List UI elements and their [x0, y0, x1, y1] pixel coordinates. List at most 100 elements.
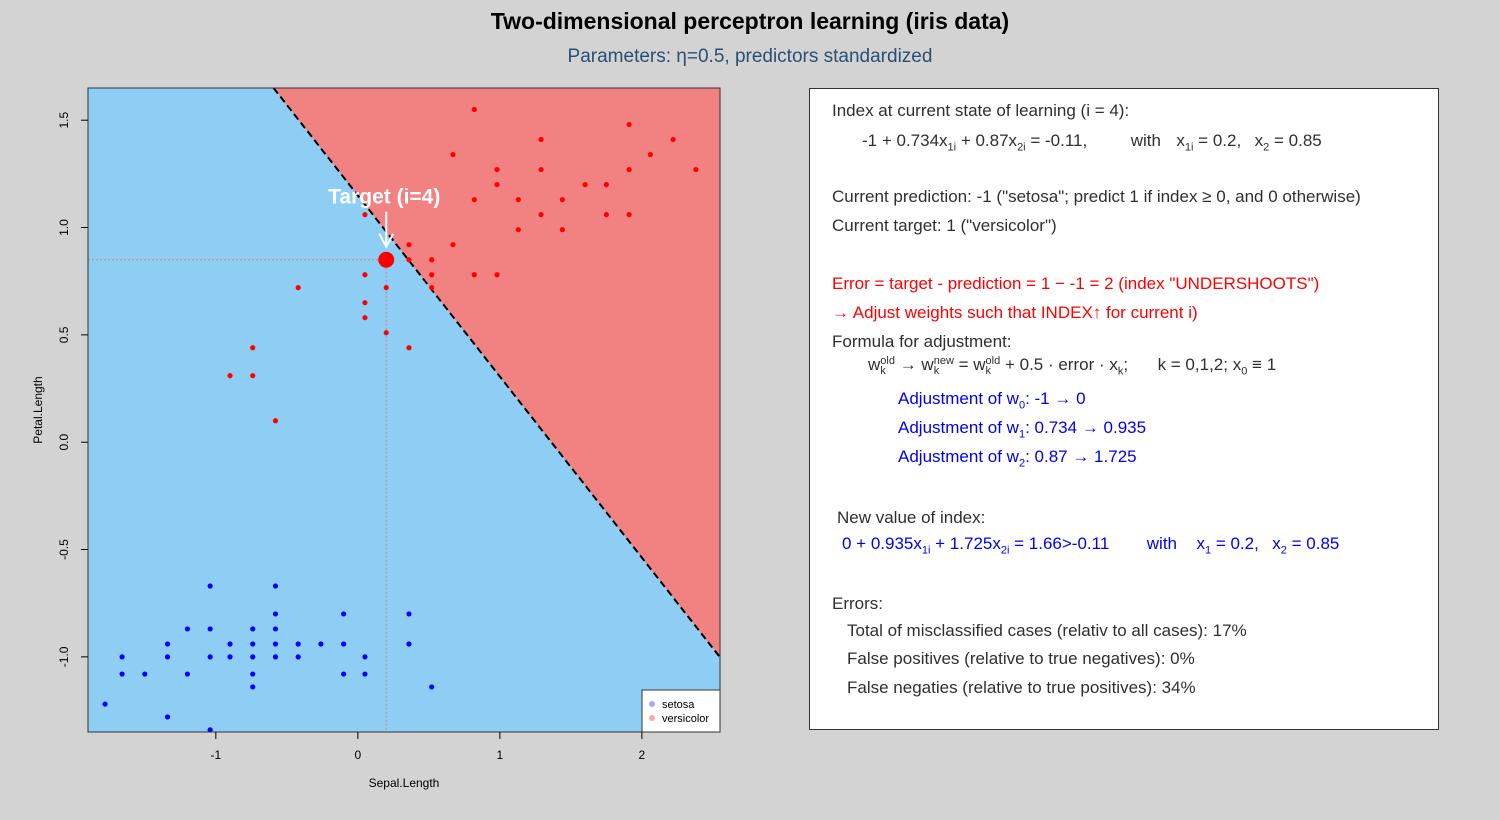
- versicolor-point-6: [362, 300, 368, 306]
- versicolor-point-28: [538, 166, 544, 173]
- versicolor-point-31: [559, 197, 565, 203]
- setosa-point-26: [295, 641, 301, 647]
- target-arrow-head: [378, 233, 395, 249]
- eq1-x2-val: = 0.85: [1269, 131, 1322, 150]
- setosa-point-30: [341, 611, 347, 617]
- setosa-point-22: [272, 626, 279, 632]
- adjustment-w2: Adjustment of w2: 0.87 → 1.725: [898, 447, 1137, 469]
- versicolor-point-25: [515, 227, 521, 233]
- setosa-point-6: [164, 654, 171, 660]
- setosa-point-29: [341, 641, 347, 647]
- formula-x0: ≡ 1: [1247, 355, 1277, 374]
- new-index-equation: 0 + 0.935x1i + 1.725x2i = 1.66>-0.11 wit…: [842, 534, 1339, 556]
- legend-setosa-marker: [649, 701, 655, 707]
- formula-arrow: →: [894, 355, 922, 374]
- legend-setosa-label: setosa: [662, 699, 695, 711]
- setosa-point-12: [207, 583, 213, 589]
- eq2-sub-2i: 2i: [1000, 544, 1010, 557]
- versicolor-point-34: [603, 182, 609, 188]
- y-tick-label-1: -0.5: [57, 539, 71, 560]
- adjustment-w1: Adjustment of w1: 0.734 → 0.935: [898, 418, 1146, 440]
- versicolor-point-37: [626, 121, 632, 128]
- y-tick-label-0: -1.0: [57, 646, 71, 667]
- setosa-point-2: [164, 714, 171, 720]
- eq1-x2: x: [1254, 131, 1264, 150]
- formula-k-range: k = 0,1,2; x: [1157, 355, 1242, 374]
- versicolor-point-32: [582, 182, 588, 188]
- versicolor-point-40: [693, 166, 699, 173]
- errors-heading: Errors:: [832, 594, 883, 613]
- eq2-part-a: 0 + 0.935x: [842, 534, 922, 553]
- y-axis-label: Petal.Length: [31, 376, 45, 443]
- versicolor-point-9: [383, 330, 389, 336]
- x-tick-label-2: 1: [497, 748, 504, 762]
- versicolor-point-38: [647, 151, 654, 158]
- eq1-x1: x: [1176, 131, 1185, 150]
- current-target: Current target: 1 ("versicolor"): [832, 216, 1057, 235]
- formula-sup-old: old: [880, 354, 895, 367]
- versicolor-point-16: [429, 257, 435, 263]
- setosa-point-3: [119, 671, 125, 677]
- x-axis-label: Sepal.Length: [369, 776, 440, 790]
- setosa-point-9: [184, 626, 191, 632]
- eq2-x2-val: = 0.85: [1286, 534, 1340, 553]
- y-tick-label-2: 0.0: [57, 434, 71, 451]
- versicolor-point-26: [515, 197, 521, 203]
- versicolor-point-7: [362, 272, 368, 278]
- eq1-x2-sub: 2: [1263, 141, 1270, 154]
- setosa-point-4: [119, 654, 125, 660]
- current-prediction: Current prediction: -1 ("setosa"; predic…: [832, 187, 1361, 206]
- versicolor-point-17: [450, 242, 456, 248]
- x-tick-label-3: 2: [639, 748, 646, 762]
- versicolor-point-27: [538, 212, 544, 218]
- formula-sub-k1: k: [880, 364, 886, 377]
- adj1-value: : 0.734 → 0.935: [1025, 418, 1147, 437]
- y-tick-label-4: 1.0: [57, 219, 71, 236]
- versicolor-point-13: [406, 242, 412, 248]
- eq2-x1: x: [1196, 534, 1205, 553]
- versicolor-point-33: [603, 212, 609, 218]
- y-tick-label-5: 1.5: [57, 112, 71, 129]
- eq1-sub-2i: 2i: [1017, 141, 1026, 154]
- adj2-prefix: Adjustment of w: [898, 447, 1019, 466]
- chart-subtitle: Parameters: η=0.5, predictors standardiz…: [567, 46, 933, 67]
- setosa-point-35: [429, 684, 435, 690]
- setosa-point-24: [272, 583, 279, 589]
- formula-w-new: w: [921, 355, 934, 374]
- error-line: Error = target - prediction = 1 − -1 = 2…: [832, 274, 1320, 293]
- setosa-point-7: [164, 641, 171, 647]
- eq2-with: with: [1146, 534, 1177, 553]
- eq1-x1-val: = 0.2,: [1193, 131, 1242, 150]
- setosa-point-23: [272, 611, 279, 617]
- versicolor-point-39: [670, 136, 676, 143]
- eq2-part-c: = 1.66>-0.11: [1009, 534, 1110, 553]
- versicolor-point-21: [471, 106, 477, 113]
- setosa-point-16: [250, 671, 256, 677]
- adjustment-formula: wold k → wnew k = wold k + 0.5 · error · xk…: [868, 355, 1276, 377]
- setosa-point-33: [406, 641, 412, 647]
- versicolor-point-35: [626, 212, 632, 218]
- plot-frame: [87, 87, 721, 733]
- legend-versicolor-label: versicolor: [662, 713, 709, 725]
- formula-x0-sub: 0: [1241, 365, 1248, 378]
- adj0-value: : -1 → 0: [1025, 389, 1086, 408]
- versicolor-point-10: [383, 285, 389, 291]
- formula-heading: Formula for adjustment:: [832, 332, 1012, 351]
- x-tick-label-1: 0: [354, 748, 361, 762]
- versicolor-point-14: [429, 285, 435, 291]
- formula-sup-old2: old: [985, 354, 1001, 367]
- legend-versicolor-marker: [649, 715, 655, 721]
- adjust-direction: → Adjust weights such that INDEX↑ for cu…: [832, 303, 1198, 322]
- setosa-point-21: [272, 641, 279, 647]
- eq1-part-b: + 0.87x: [956, 131, 1018, 150]
- index-equation: -1 + 0.734x1i + 0.87x2i = -0.11, with x1…: [862, 131, 1322, 153]
- adj1-sub: 1: [1018, 428, 1026, 441]
- versicolor-point-11: [406, 345, 412, 351]
- versicolor-point-24: [494, 166, 500, 173]
- error-false-positives: False positives (relative to true negati…: [847, 649, 1195, 668]
- eq2-x2-sub: 2: [1280, 544, 1287, 557]
- adj2-sub: 2: [1018, 457, 1026, 470]
- formula-sub-k2: k: [933, 364, 940, 377]
- setosa-point-14: [227, 641, 233, 647]
- versicolor-point-4: [295, 285, 301, 291]
